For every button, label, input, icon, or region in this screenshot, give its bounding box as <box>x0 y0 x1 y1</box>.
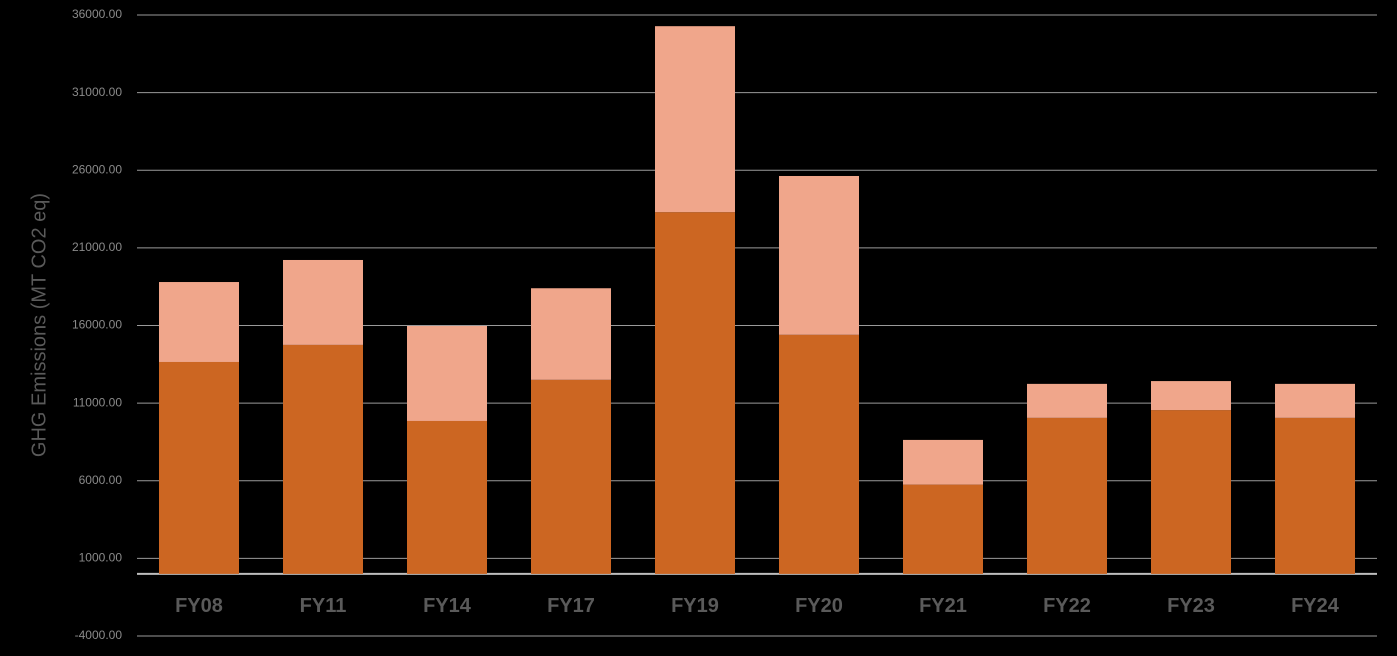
x-tick-label: FY19 <box>671 595 719 617</box>
bar-segment <box>1151 381 1231 411</box>
x-tick-label: FY20 <box>795 595 843 617</box>
x-tick-label: FY17 <box>547 595 595 617</box>
bar-segment <box>655 26 735 213</box>
x-tick-label: FY11 <box>300 595 347 617</box>
bar-segment <box>903 439 983 485</box>
y-tick-label: 31000.00 <box>72 85 122 99</box>
bar-segment <box>283 344 363 574</box>
y-tick-label: -4000.00 <box>75 628 123 642</box>
y-tick-label: 11000.00 <box>73 395 122 409</box>
bar-segment <box>283 259 363 345</box>
y-tick-label: 26000.00 <box>72 162 122 176</box>
bar-segment <box>779 175 859 335</box>
bar-segment <box>1275 417 1355 574</box>
y-tick-label: 1000.00 <box>79 551 123 565</box>
bar-segment <box>779 334 859 574</box>
x-tick-label: FY21 <box>919 595 967 617</box>
bar-segment <box>531 379 611 574</box>
bar-segment <box>159 282 239 362</box>
bar-segment <box>407 420 487 574</box>
bar-segment <box>655 212 735 574</box>
y-axis-label: GHG Emissions (MT CO2 eq) <box>28 193 50 457</box>
bar-segment <box>1027 417 1107 574</box>
bar-segment <box>531 288 611 380</box>
bar-segment <box>1151 410 1231 574</box>
y-tick-label: 36000.00 <box>72 7 122 21</box>
x-tick-label: FY14 <box>423 595 472 617</box>
x-tick-label: FY22 <box>1043 595 1091 617</box>
x-tick-label: FY24 <box>1291 595 1340 617</box>
bar-segment <box>407 325 487 421</box>
bar-segment <box>159 361 239 574</box>
x-tick-label: FY08 <box>175 595 223 617</box>
x-tick-label: FY23 <box>1167 595 1215 617</box>
y-tick-label: 16000.00 <box>72 318 122 332</box>
y-tick-label: 6000.00 <box>79 473 123 487</box>
bar-segment <box>903 484 983 574</box>
bar-segment <box>1027 383 1107 418</box>
y-tick-label: 21000.00 <box>72 240 122 254</box>
bar-segment <box>1275 383 1355 418</box>
